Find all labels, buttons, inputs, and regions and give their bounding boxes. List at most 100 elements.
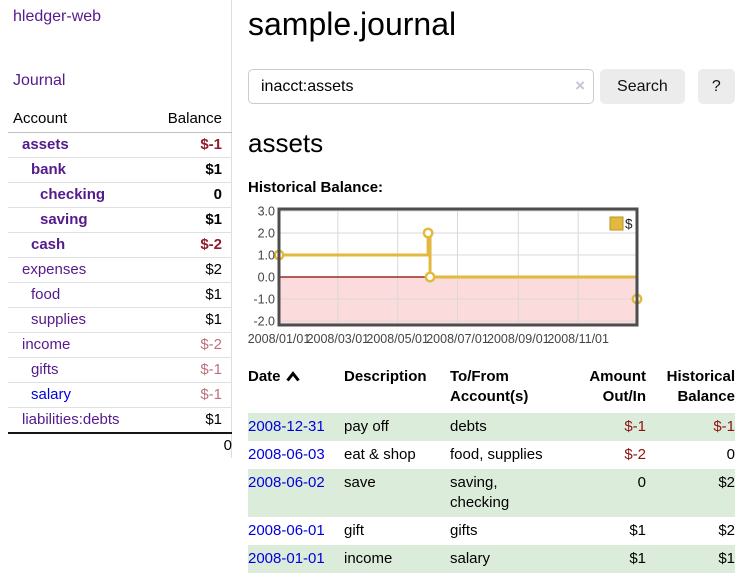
search-form: × Search ? [248, 69, 735, 104]
account-row: bank $1 [8, 157, 232, 183]
svg-text:2008/09/01: 2008/09/01 [487, 332, 550, 346]
account-row: income $-2 [8, 332, 232, 358]
main-content: sample.journal × Search ? assets Histori… [233, 0, 742, 573]
register-amount: $-2 [624, 446, 646, 463]
account-link[interactable]: saving [40, 211, 88, 228]
clear-search-icon[interactable]: × [575, 76, 586, 95]
register-accounts: saving, checking [450, 469, 562, 517]
register-amount: 0 [562, 469, 646, 517]
account-balance: $-1 [150, 357, 232, 383]
account-row: checking 0 [8, 182, 232, 208]
register-date-link[interactable]: 2008-12-31 [248, 418, 325, 435]
register-header-balance: Historical Balance [666, 368, 735, 405]
svg-text:0.0: 0.0 [258, 271, 275, 285]
account-link[interactable]: gifts [31, 361, 59, 378]
account-link[interactable]: liabilities:debts [22, 411, 120, 428]
register-balance: $1 [646, 545, 735, 573]
svg-text:2008/07/01: 2008/07/01 [426, 332, 489, 346]
account-link[interactable]: food [31, 286, 61, 303]
register-description: income [344, 545, 450, 573]
svg-text:2.0: 2.0 [258, 227, 275, 241]
svg-text:-2.0: -2.0 [253, 315, 275, 329]
register-table: Date Description To/From Account(s) Amou… [248, 365, 735, 573]
register-date-link[interactable]: 2008-01-01 [248, 550, 325, 567]
page-title: sample.journal [248, 6, 457, 42]
account-row: food $1 [8, 282, 232, 308]
chart-label: Historical Balance: [248, 179, 384, 196]
register-balance: 0 [726, 446, 735, 463]
register-row: 2008-06-03 eat & shop food, supplies $-2 0 [248, 441, 735, 469]
account-balance: 0 [150, 182, 232, 208]
account-balance: $-2 [150, 232, 232, 258]
help-button[interactable]: ? [697, 69, 735, 104]
svg-text:-1.0: -1.0 [253, 293, 275, 307]
accounts-header-account: Account [8, 106, 151, 133]
search-button[interactable]: Search [600, 69, 685, 104]
svg-text:2008/05/01: 2008/05/01 [366, 332, 429, 346]
register-balance: $2 [646, 469, 735, 517]
accounts-balance-table: Account Balance assets $-1 bank $1 checking 0… [8, 106, 232, 458]
register-header-date[interactable]: Date [248, 365, 344, 413]
account-link[interactable]: assets [22, 136, 69, 153]
account-row: liabilities:debts $1 [8, 407, 232, 434]
register-date-link[interactable]: 2008-06-02 [248, 474, 325, 491]
register-description: save [344, 469, 450, 517]
account-row: expenses $2 [8, 257, 232, 283]
account-balance: $-2 [150, 332, 232, 358]
register-description: eat & shop [344, 446, 416, 463]
account-link[interactable]: bank [31, 161, 67, 178]
account-link[interactable]: checking [40, 186, 106, 203]
register-amount: $1 [562, 545, 646, 573]
register-amount: $1 [629, 522, 646, 539]
account-row: saving $1 [8, 207, 232, 233]
account-row: assets $-1 [8, 132, 232, 158]
svg-text:2008/01/01: 2008/01/01 [248, 332, 311, 346]
register-accounts: food, supplies [450, 446, 543, 463]
account-link[interactable]: salary [31, 386, 72, 403]
accounts-total-row: 0 [8, 432, 232, 458]
register-amount: $-1 [562, 413, 646, 441]
accounts-total-balance: 0 [150, 432, 232, 458]
register-date-link[interactable]: 2008-06-03 [248, 446, 325, 463]
register-row: 2008-12-31 pay off debts $-1 $-1 [248, 413, 735, 441]
register-description: gift [344, 522, 365, 539]
register-header-amount: Amount Out/In [589, 368, 646, 405]
svg-text:$: $ [625, 217, 633, 232]
account-section-title: assets [248, 128, 324, 158]
account-row: cash $-2 [8, 232, 232, 258]
register-header-accounts: To/From Account(s) [450, 368, 529, 405]
register-accounts: gifts [450, 522, 478, 539]
sort-ascending-icon [285, 371, 300, 382]
account-link[interactable]: cash [31, 236, 66, 253]
svg-text:2008/11/01: 2008/11/01 [547, 332, 609, 346]
account-link[interactable]: supplies [31, 311, 87, 328]
register-row: 2008-06-02 save saving, checking 0 $2 [248, 469, 735, 517]
register-balance: $2 [718, 522, 735, 539]
historical-balance-chart: $3.0 2.0 1.0 0.0 -1.0 -2.0 2008/01/01 2008/03/0… [248, 204, 643, 348]
account-link[interactable]: expenses [22, 261, 87, 278]
svg-text:2008/03/01: 2008/03/01 [307, 332, 370, 346]
account-row: salary $-1 [8, 382, 232, 408]
account-row: supplies $1 [8, 307, 232, 333]
account-link[interactable]: income [22, 336, 71, 353]
app-title-link[interactable]: hledger-web [13, 8, 102, 25]
account-balance: $2 [150, 257, 232, 283]
account-balance: $1 [150, 282, 232, 308]
register-balance: $-1 [646, 413, 735, 441]
accounts-header-balance: Balance [150, 106, 232, 133]
register-row: 2008-06-01 gift gifts $1 $2 [248, 517, 735, 545]
register-description: pay off [344, 413, 450, 441]
register-accounts: debts [450, 413, 562, 441]
sidebar: hledger-web Journal Account Balance asse… [0, 0, 232, 458]
register-row: 2008-01-01 income salary $1 $1 [248, 545, 735, 573]
register-accounts: salary [450, 545, 562, 573]
register-date-link[interactable]: 2008-06-01 [248, 522, 325, 539]
account-balance: $1 [150, 207, 232, 233]
account-balance: $1 [150, 407, 232, 434]
register-header-description: Description [344, 368, 427, 385]
search-input[interactable] [248, 69, 595, 104]
search-box: × [248, 69, 595, 104]
account-row: gifts $-1 [8, 357, 232, 383]
sidebar-item-journal[interactable]: Journal [13, 72, 66, 89]
account-balance: $-1 [150, 132, 232, 158]
